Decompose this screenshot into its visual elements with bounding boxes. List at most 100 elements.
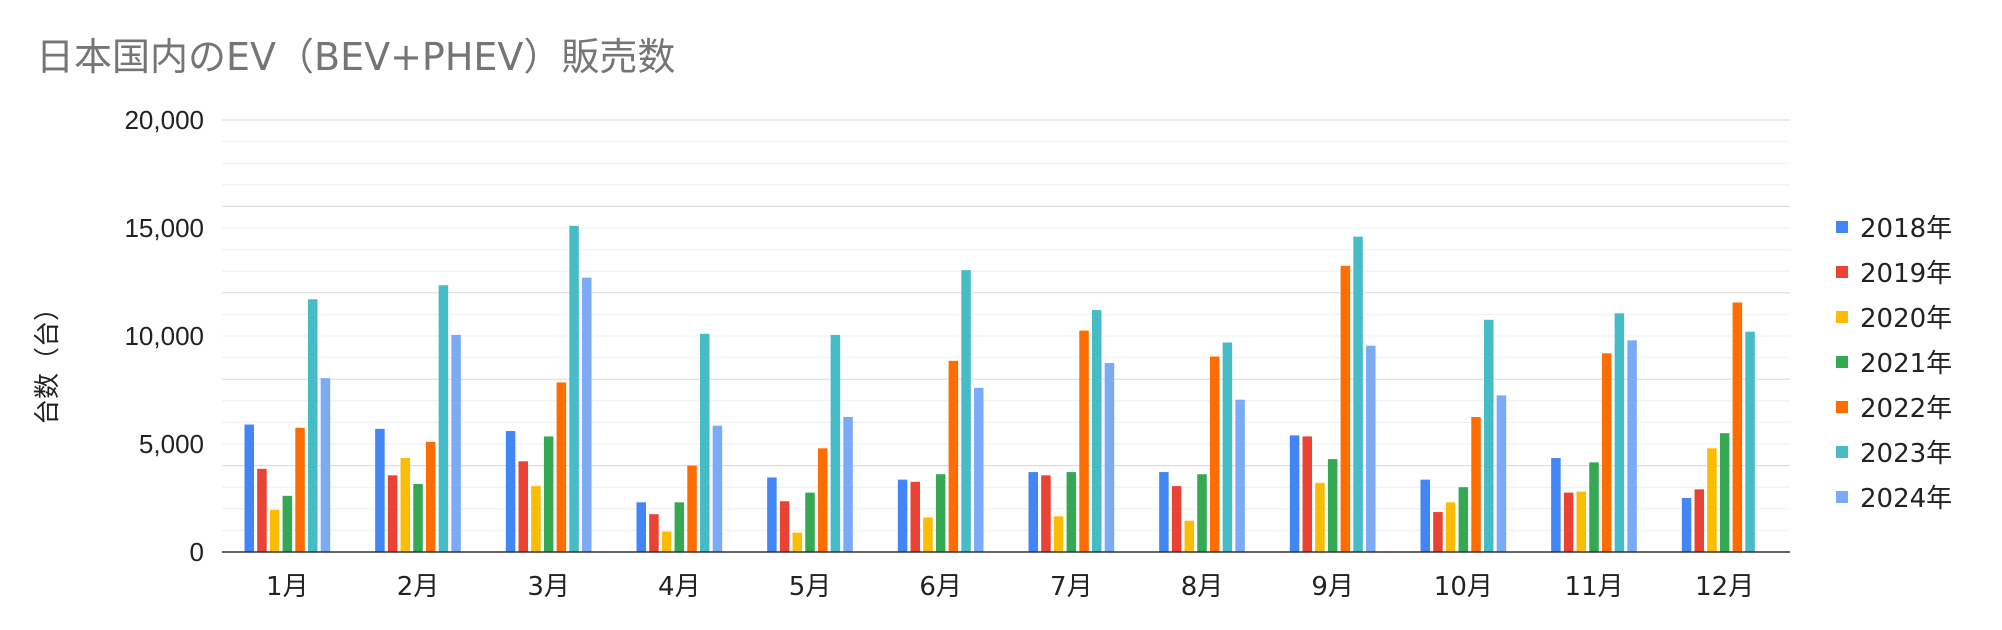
legend-label: 2024年: [1860, 484, 1952, 514]
legend-label: 2020年: [1860, 304, 1952, 334]
legend-item: 2022年: [1836, 394, 1952, 424]
gridlines: [222, 119, 1790, 531]
bar-2023年-2月: [438, 285, 449, 552]
bar-2023年-9月: [1353, 236, 1363, 552]
y-axis-label: 台数（台）: [33, 295, 63, 425]
bar-2019年-7月: [1041, 475, 1051, 552]
x-tick-label: 7月: [1050, 572, 1093, 602]
bar-2021年-4月: [674, 502, 685, 552]
bar-2022年-3月: [556, 382, 567, 552]
bar-2023年-1月: [307, 299, 318, 552]
x-tick-label: 4月: [658, 572, 701, 602]
bar-2021年-7月: [1066, 472, 1077, 552]
legend-item: 2020年: [1836, 304, 1952, 334]
bar-2018年-10月: [1420, 479, 1430, 552]
legend-item: 2024年: [1836, 484, 1952, 514]
bar-2022年-12月: [1732, 302, 1743, 552]
y-tick-label: 20,000: [124, 105, 204, 135]
bar-2023年-6月: [961, 270, 971, 552]
x-tick-label: 8月: [1181, 572, 1224, 602]
bar-2022年-5月: [817, 448, 828, 552]
bar-2020年-2月: [400, 458, 411, 552]
y-tick-label: 10,000: [124, 321, 204, 351]
legend-swatch: [1836, 446, 1848, 458]
y-tick-label: 5,000: [139, 429, 204, 459]
legend-swatch: [1836, 356, 1848, 368]
bar-2019年-11月: [1563, 492, 1574, 552]
bar-2022年-9月: [1340, 265, 1351, 552]
bar-2024年-11月: [1627, 340, 1637, 552]
bar-2019年-8月: [1171, 486, 1182, 552]
bar-2024年-5月: [843, 417, 853, 552]
bar-2022年-7月: [1079, 330, 1089, 552]
bar-2021年-12月: [1719, 433, 1730, 552]
bar-2019年-10月: [1433, 512, 1443, 552]
bar-2023年-3月: [569, 225, 579, 552]
bar-2020年-10月: [1445, 502, 1456, 552]
bar-2020年-3月: [531, 486, 541, 552]
legend-swatch: [1836, 311, 1848, 323]
bar-2023年-8月: [1222, 342, 1233, 552]
legend-label: 2018年: [1860, 214, 1952, 244]
bar-2022年-4月: [687, 465, 697, 552]
bar-2019年-2月: [387, 475, 398, 552]
bar-2021年-6月: [935, 474, 946, 552]
legend-swatch: [1836, 266, 1848, 278]
bar-2023年-10月: [1483, 319, 1494, 552]
x-axis-ticks: 1月 2月 3月 4月 5月 6月 7月 8月 9月 10月 11月 12月: [266, 572, 1754, 602]
x-tick-label: 2月: [397, 572, 440, 602]
bar-2022年-11月: [1601, 353, 1612, 552]
bar-2024年-2月: [451, 334, 461, 552]
bar-2018年-1月: [244, 424, 254, 552]
legend-label: 2019年: [1860, 259, 1952, 289]
bar-2020年-12月: [1707, 448, 1717, 552]
bar-2021年-3月: [543, 436, 554, 552]
y-tick-label: 15,000: [124, 213, 204, 243]
bar-2020年-8月: [1184, 520, 1195, 552]
y-axis-ticks: 0 5,000 10,000 15,000 20,000: [124, 105, 204, 567]
bar-2023年-7月: [1091, 310, 1102, 552]
bar-2018年-4月: [636, 502, 646, 552]
bar-2022年-8月: [1209, 356, 1220, 552]
bar-2018年-5月: [767, 477, 777, 552]
bar-2022年-6月: [948, 360, 959, 552]
bar-2020年-9月: [1315, 482, 1325, 552]
bar-2018年-7月: [1028, 472, 1038, 552]
bar-2020年-1月: [269, 509, 280, 552]
legend-item: 2018年: [1836, 214, 1952, 244]
x-tick-label: 11月: [1564, 572, 1623, 602]
bar-2019年-9月: [1302, 436, 1313, 552]
bar-2024年-3月: [582, 277, 592, 552]
legend-item: 2021年: [1836, 349, 1952, 379]
bar-2020年-5月: [792, 532, 803, 552]
legend-label: 2023年: [1860, 439, 1952, 469]
bar-2021年-8月: [1197, 474, 1207, 552]
bar-2023年-11月: [1614, 313, 1625, 552]
bar-2021年-5月: [805, 492, 815, 552]
bar-2024年-9月: [1366, 345, 1376, 552]
bar-2018年-3月: [505, 431, 516, 552]
legend-swatch: [1836, 401, 1848, 413]
legend-item: 2019年: [1836, 259, 1952, 289]
x-tick-label: 6月: [919, 572, 962, 602]
bar-2021年-10月: [1458, 487, 1469, 552]
bar-2019年-1月: [257, 468, 267, 552]
bar-2023年-12月: [1745, 331, 1755, 552]
bar-2018年-8月: [1159, 472, 1169, 552]
legend-label: 2021年: [1860, 349, 1952, 379]
bar-2024年-6月: [974, 387, 984, 552]
bar-2019年-5月: [779, 501, 790, 552]
bar-2018年-11月: [1551, 458, 1561, 552]
legend-swatch: [1836, 491, 1848, 503]
legend-swatch: [1836, 221, 1848, 233]
chart-title: 日本国内のEV（BEV+PHEV）販売数: [36, 35, 675, 79]
bar-2024年-7月: [1104, 363, 1115, 552]
bar-2018年-6月: [897, 479, 908, 552]
bar-2018年-9月: [1289, 435, 1300, 552]
bars: [244, 225, 1755, 552]
bar-2020年-4月: [661, 531, 672, 552]
bar-2020年-11月: [1576, 491, 1587, 552]
x-tick-label: 5月: [789, 572, 832, 602]
